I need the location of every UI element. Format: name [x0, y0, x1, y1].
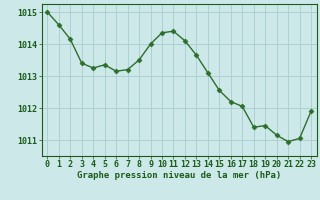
X-axis label: Graphe pression niveau de la mer (hPa): Graphe pression niveau de la mer (hPa)	[77, 171, 281, 180]
